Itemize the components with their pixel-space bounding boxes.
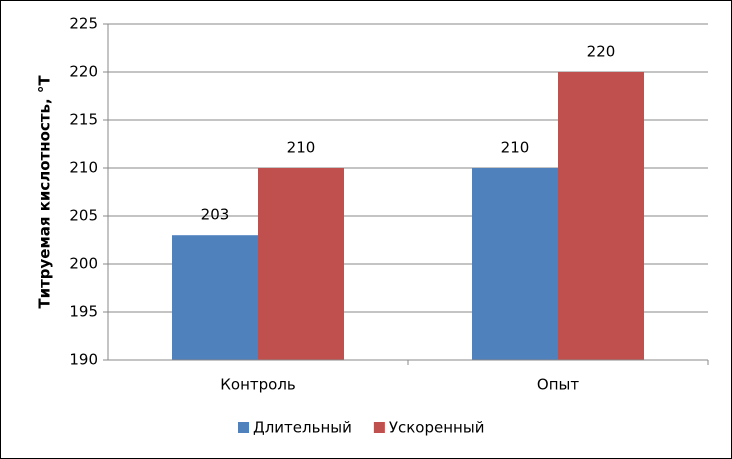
y-axis-label: Титруемая кислотность, °Т bbox=[36, 75, 54, 309]
data-label: 203 bbox=[201, 206, 230, 224]
y-tick-label: 195 bbox=[69, 303, 98, 321]
data-label: 210 bbox=[501, 139, 530, 157]
y-tick-label: 215 bbox=[69, 111, 98, 129]
bar bbox=[258, 168, 344, 360]
legend-swatch bbox=[238, 422, 249, 433]
y-tick-label: 225 bbox=[69, 15, 98, 33]
y-tick-label: 210 bbox=[69, 159, 98, 177]
y-tick-label: 220 bbox=[69, 63, 98, 81]
bar bbox=[472, 168, 558, 360]
x-tick-label: Контроль bbox=[220, 376, 296, 394]
legend-label: Ускоренный bbox=[389, 419, 485, 437]
bar bbox=[172, 235, 258, 360]
x-tick-label: Опыт bbox=[537, 376, 579, 394]
y-tick-label: 190 bbox=[69, 351, 98, 369]
legend-label: Длительный bbox=[253, 419, 352, 437]
legend-swatch bbox=[373, 422, 385, 433]
data-label: 220 bbox=[587, 43, 616, 61]
y-tick-label: 200 bbox=[69, 255, 98, 273]
y-tick-label: 205 bbox=[69, 207, 98, 225]
bar bbox=[558, 72, 644, 360]
data-label: 210 bbox=[287, 139, 316, 157]
